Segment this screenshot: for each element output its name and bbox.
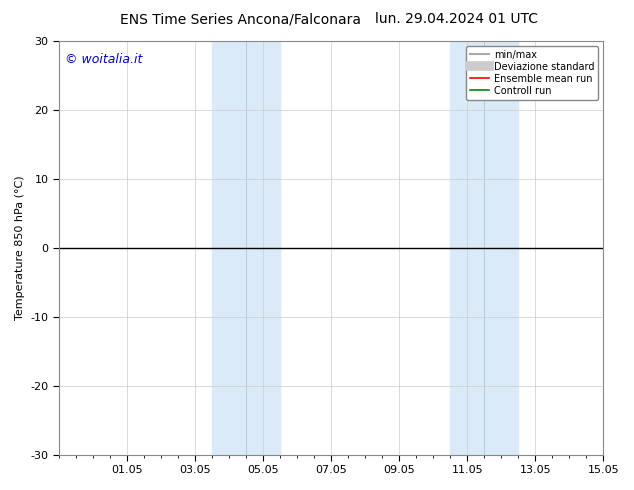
Bar [212,41,280,455]
Text: © woitalia.it: © woitalia.it [65,53,142,67]
Y-axis label: Temperature 850 hPa (°C): Temperature 850 hPa (°C) [15,175,25,320]
Legend: min/max, Deviazione standard, Ensemble mean run, Controll run: min/max, Deviazione standard, Ensemble m… [466,46,598,99]
Text: lun. 29.04.2024 01 UTC: lun. 29.04.2024 01 UTC [375,12,538,26]
Text: ENS Time Series Ancona/Falconara: ENS Time Series Ancona/Falconara [120,12,361,26]
Bar [450,41,518,455]
